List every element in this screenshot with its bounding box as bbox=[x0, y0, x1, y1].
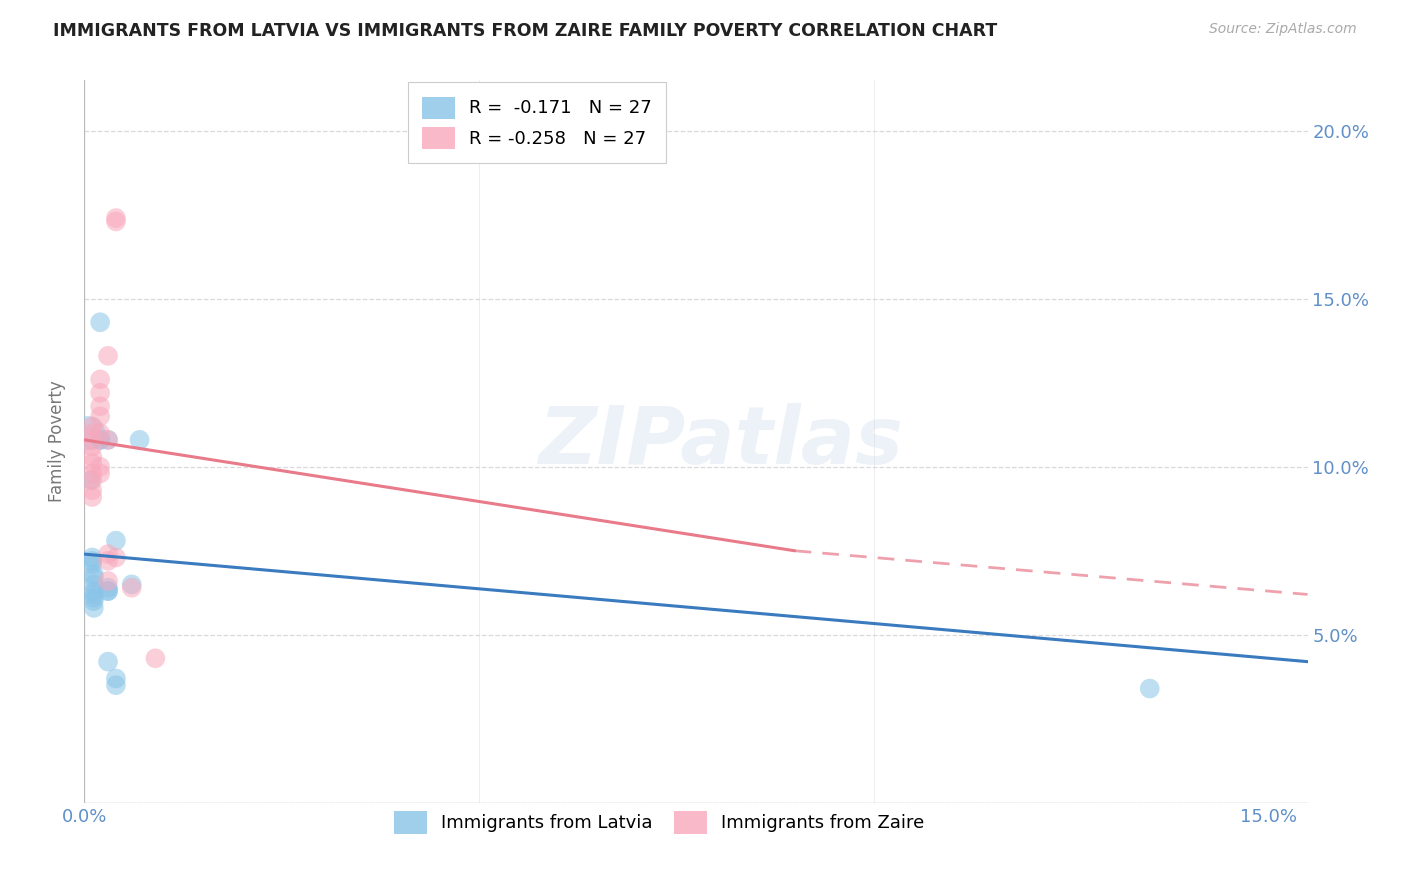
Point bbox=[83, 577, 105, 591]
Point bbox=[83, 591, 105, 605]
Point bbox=[97, 349, 120, 363]
Point bbox=[97, 655, 120, 669]
Point bbox=[77, 426, 100, 441]
Text: ZIPatlas: ZIPatlas bbox=[538, 402, 903, 481]
Point bbox=[97, 574, 120, 588]
Point bbox=[121, 577, 143, 591]
Point bbox=[128, 433, 150, 447]
Point bbox=[145, 651, 167, 665]
Point bbox=[83, 567, 105, 582]
Point bbox=[82, 490, 104, 504]
Point bbox=[82, 440, 104, 454]
Point bbox=[89, 459, 111, 474]
Point bbox=[1139, 681, 1161, 696]
Y-axis label: Family Poverty: Family Poverty bbox=[48, 381, 66, 502]
Point bbox=[104, 672, 127, 686]
Point bbox=[83, 600, 105, 615]
Point bbox=[97, 547, 120, 561]
Point bbox=[89, 399, 111, 413]
Point bbox=[89, 426, 111, 441]
Point bbox=[82, 419, 104, 434]
Point bbox=[104, 533, 127, 548]
Point bbox=[82, 450, 104, 464]
Point bbox=[82, 483, 104, 498]
Text: Source: ZipAtlas.com: Source: ZipAtlas.com bbox=[1209, 22, 1357, 37]
Point bbox=[83, 584, 105, 599]
Point bbox=[89, 409, 111, 424]
Point bbox=[89, 372, 111, 386]
Point bbox=[89, 433, 111, 447]
Point bbox=[83, 594, 105, 608]
Point bbox=[83, 587, 105, 601]
Point bbox=[89, 385, 111, 400]
Point bbox=[97, 581, 120, 595]
Point bbox=[104, 678, 127, 692]
Point bbox=[89, 433, 111, 447]
Point bbox=[82, 550, 104, 565]
Point bbox=[82, 467, 104, 481]
Point bbox=[83, 571, 105, 585]
Point bbox=[82, 558, 104, 572]
Point bbox=[89, 467, 111, 481]
Point bbox=[82, 456, 104, 470]
Point bbox=[79, 473, 101, 487]
Text: IMMIGRANTS FROM LATVIA VS IMMIGRANTS FROM ZAIRE FAMILY POVERTY CORRELATION CHART: IMMIGRANTS FROM LATVIA VS IMMIGRANTS FRO… bbox=[53, 22, 998, 40]
Point bbox=[97, 433, 120, 447]
Point bbox=[104, 214, 127, 228]
Point bbox=[82, 554, 104, 568]
Point bbox=[89, 315, 111, 329]
Point bbox=[104, 211, 127, 225]
Legend: Immigrants from Latvia, Immigrants from Zaire: Immigrants from Latvia, Immigrants from … bbox=[380, 797, 939, 848]
Point bbox=[97, 584, 120, 599]
Point bbox=[82, 473, 104, 487]
Point bbox=[97, 584, 120, 599]
Point bbox=[82, 426, 104, 441]
Point bbox=[104, 550, 127, 565]
Point bbox=[82, 433, 104, 447]
Point bbox=[97, 554, 120, 568]
Point bbox=[97, 433, 120, 447]
Point bbox=[121, 581, 143, 595]
